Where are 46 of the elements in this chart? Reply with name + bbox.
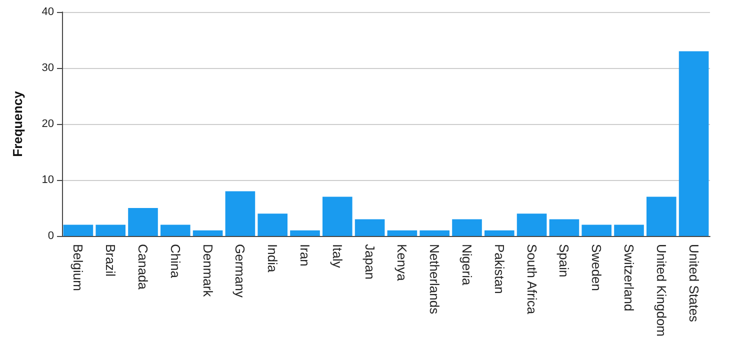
x-tick-label: Germany <box>232 244 248 298</box>
bar <box>290 230 320 236</box>
bar <box>484 230 514 236</box>
bar <box>160 224 190 236</box>
x-tick-label: United Kingdom <box>654 244 669 336</box>
bar <box>582 224 612 236</box>
x-tick-label: Iran <box>298 244 312 266</box>
bar <box>614 224 644 236</box>
bar <box>128 208 158 236</box>
x-tick-label: Nigeria <box>460 244 474 286</box>
y-tick-label: 20 <box>42 118 54 130</box>
x-tick-label: Japan <box>362 244 378 280</box>
y-axis-title: Frequency <box>10 90 25 157</box>
bar <box>225 191 256 236</box>
bar <box>420 230 450 236</box>
bar <box>549 219 580 236</box>
x-tick-label: Denmark <box>200 244 216 298</box>
x-tick-label: Spain <box>556 244 572 278</box>
x-tick-label: Sweden <box>589 244 604 291</box>
x-tick-label: Netherlands <box>427 244 442 315</box>
bar <box>452 219 482 236</box>
bar <box>387 230 418 236</box>
x-tick-label: India <box>265 244 280 273</box>
x-tick-label: Italy <box>330 244 345 268</box>
bar <box>678 51 709 236</box>
bar <box>354 219 385 236</box>
y-tick-label: 30 <box>42 62 54 74</box>
x-tick-label: Kenya <box>394 244 410 282</box>
y-tick-label: 10 <box>42 174 54 186</box>
bar <box>258 214 288 236</box>
x-tick-label: China <box>168 244 183 279</box>
bar <box>646 196 676 236</box>
bar <box>63 224 94 236</box>
bar <box>96 224 126 236</box>
x-tick-label: Belgium <box>70 244 86 291</box>
y-tick-label: 0 <box>48 230 54 242</box>
x-tick-label: Switzerland <box>622 244 636 312</box>
x-tick-label: Canada <box>136 244 150 290</box>
x-tick-label: United States <box>686 244 702 323</box>
x-tick-label: South Africa <box>524 244 540 315</box>
x-tick-label: Pakistan <box>492 244 507 294</box>
x-tick-label: Brazil <box>103 244 118 277</box>
y-tick-label: 40 <box>42 6 54 18</box>
bar <box>516 214 547 236</box>
bar <box>322 196 352 236</box>
bar <box>192 230 223 236</box>
